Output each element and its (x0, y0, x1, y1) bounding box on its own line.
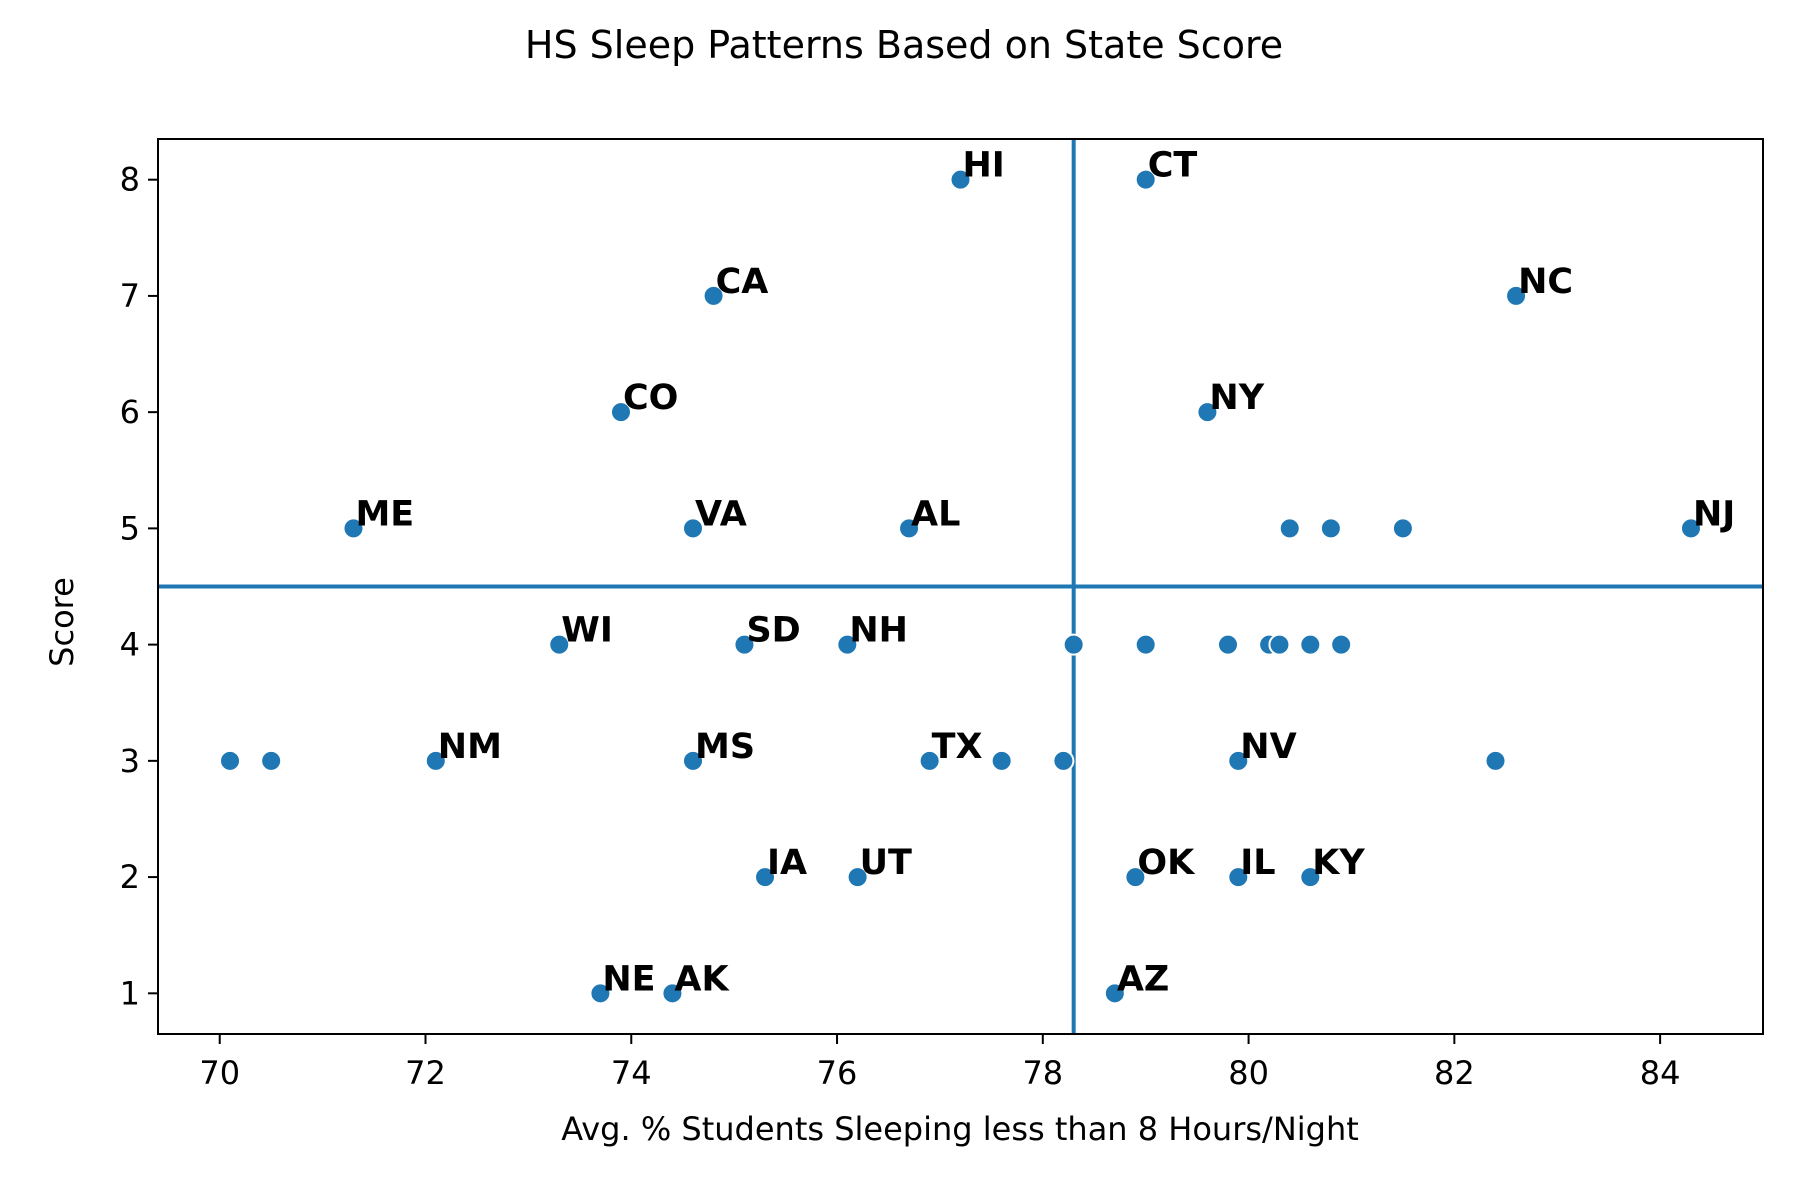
y-tick-label: 1 (120, 974, 140, 1012)
data-point (1391, 517, 1414, 540)
point-label: MS (695, 727, 755, 767)
y-tick-label: 8 (120, 161, 140, 199)
point-label: NM (438, 727, 502, 767)
data-point (1134, 168, 1157, 191)
point-label: IL (1240, 843, 1275, 883)
chart-title: HS Sleep Patterns Based on State Score (525, 23, 1283, 67)
x-tick-label: 82 (1434, 1054, 1475, 1092)
data-point (682, 749, 704, 772)
point-label: IA (767, 843, 807, 883)
point-label: TX (932, 727, 983, 767)
x-tick-label: 80 (1228, 1054, 1269, 1092)
y-axis-label: Score (43, 577, 81, 667)
data-point (260, 749, 283, 772)
point-label: VA (695, 494, 747, 534)
point-label: CA (716, 262, 769, 302)
x-tick-label: 72 (405, 1054, 446, 1092)
point-label: WI (561, 611, 613, 651)
data-point (898, 517, 921, 540)
point-label: NE (602, 959, 655, 999)
x-tick-label: 74 (611, 1054, 652, 1092)
y-tick-label: 4 (120, 626, 140, 664)
point-label: NY (1209, 378, 1264, 418)
point-label: AK (674, 959, 730, 999)
point-label: ME (355, 494, 414, 534)
data-point (846, 866, 869, 889)
point-label: SD (746, 611, 800, 651)
point-label: UT (860, 843, 912, 883)
point-label: NC (1518, 262, 1573, 302)
point-label: OK (1137, 843, 1196, 883)
point-label: HI (963, 146, 1005, 186)
data-point (661, 982, 684, 1005)
data-point (424, 749, 447, 772)
x-tick-label: 76 (817, 1054, 858, 1092)
data-point (682, 517, 704, 540)
data-point (1278, 517, 1301, 540)
data-point (1052, 749, 1075, 772)
data-point (548, 633, 571, 656)
point-label: AL (911, 494, 960, 534)
x-tick-label: 78 (1022, 1054, 1063, 1092)
data-point (836, 633, 859, 656)
data-point (1124, 866, 1147, 889)
data-point (949, 168, 972, 191)
data-point (1679, 517, 1702, 540)
y-tick-label: 3 (120, 742, 140, 780)
point-label: NV (1240, 727, 1296, 767)
data-point (702, 284, 725, 307)
data-point (219, 749, 242, 772)
x-axis-label: Avg. % Students Sleeping less than 8 Hou… (561, 1110, 1359, 1148)
data-point (1062, 633, 1085, 656)
data-point (1103, 982, 1126, 1005)
data-point (1330, 633, 1353, 656)
point-label: CO (623, 378, 678, 418)
data-point (1217, 633, 1239, 656)
point-label: AZ (1117, 959, 1169, 999)
data-point (1134, 633, 1157, 656)
point-label: NJ (1693, 494, 1735, 534)
data-point (1299, 866, 1322, 889)
data-point (1484, 749, 1507, 772)
x-tick-label: 84 (1640, 1054, 1681, 1092)
data-point (1268, 633, 1291, 656)
point-label: NH (849, 611, 908, 651)
data-point (918, 749, 941, 772)
y-tick-label: 7 (120, 277, 140, 315)
plot-frame (157, 138, 1764, 1035)
data-point (1196, 401, 1219, 424)
data-point (1227, 749, 1250, 772)
y-tick-label: 6 (120, 393, 140, 431)
y-tick-label: 5 (120, 509, 140, 547)
data-point (1319, 517, 1342, 540)
point-label: CT (1148, 146, 1198, 186)
data-point (589, 982, 612, 1005)
data-point (1505, 284, 1528, 307)
data-point (733, 633, 756, 656)
data-point (609, 401, 632, 424)
point-label: KY (1312, 843, 1365, 883)
x-tick-label: 70 (199, 1054, 240, 1092)
data-point (754, 866, 777, 889)
y-tick-label: 2 (120, 858, 140, 896)
data-point (1299, 633, 1322, 656)
data-point (990, 749, 1013, 772)
data-point (1227, 866, 1250, 889)
data-point (342, 517, 365, 540)
